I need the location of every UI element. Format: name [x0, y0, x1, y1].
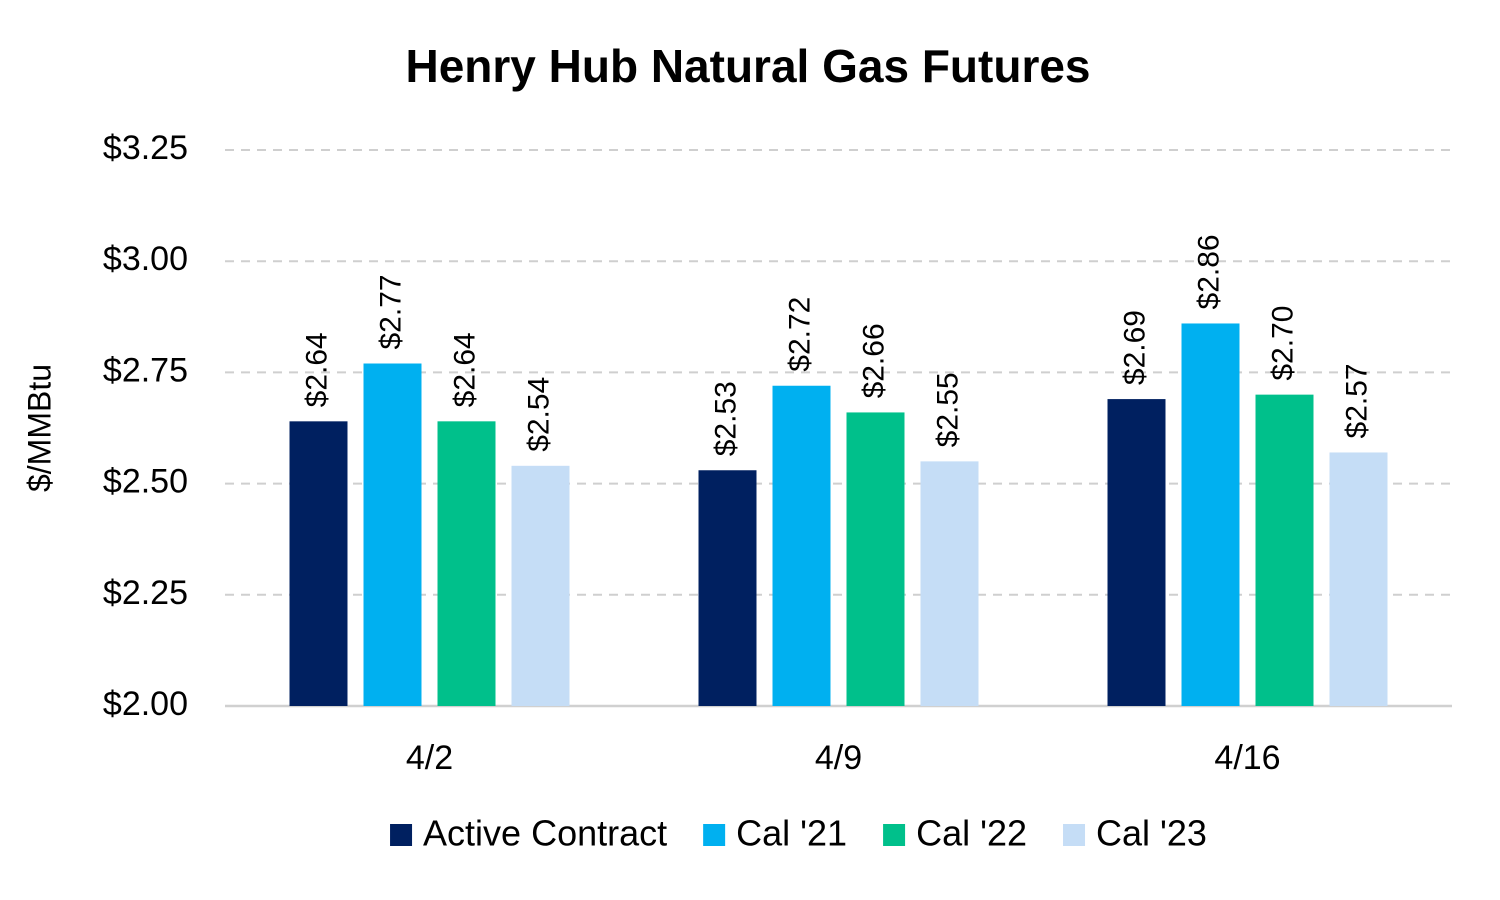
- data-label: $2.66: [857, 323, 890, 398]
- data-label: $2.55: [931, 372, 964, 447]
- bar: [437, 421, 496, 706]
- bar: [289, 421, 348, 706]
- data-label: $2.64: [448, 332, 481, 407]
- legend-label: Active Contract: [423, 813, 667, 854]
- y-tick-label: $3.00: [103, 240, 188, 278]
- chart-title: Henry Hub Natural Gas Futures: [405, 40, 1090, 92]
- data-label: $2.77: [374, 274, 407, 349]
- data-label: $2.54: [522, 377, 555, 452]
- bar: [363, 363, 422, 706]
- y-tick-label: $2.50: [103, 463, 188, 501]
- y-axis-label: $/MMBtu: [21, 364, 57, 492]
- data-label: $2.70: [1266, 306, 1299, 381]
- x-tick-label: 4/16: [1214, 739, 1280, 777]
- bar: [920, 461, 979, 706]
- y-tick-label: $2.25: [103, 574, 188, 612]
- bar: [772, 385, 831, 706]
- legend-swatch: [883, 824, 906, 846]
- legend-label: Cal '22: [916, 813, 1027, 854]
- bar: [846, 412, 905, 706]
- bar: [511, 465, 570, 706]
- data-label: $2.69: [1118, 310, 1151, 385]
- x-tick-label: 4/2: [406, 739, 453, 777]
- data-label: $2.57: [1340, 363, 1373, 438]
- legend-swatch: [390, 824, 413, 846]
- legend-swatch: [1063, 824, 1086, 846]
- y-tick-label: $2.75: [103, 351, 188, 389]
- data-label: $2.86: [1192, 234, 1225, 309]
- legend-swatch: [703, 824, 726, 846]
- bar: [1107, 399, 1166, 706]
- legend-label: Cal '23: [1096, 813, 1207, 854]
- x-tick-label: 4/9: [815, 739, 862, 777]
- bar: [1181, 323, 1240, 706]
- y-tick-label: $2.00: [103, 685, 188, 723]
- data-label: $2.53: [709, 381, 742, 456]
- y-tick-label: $3.25: [103, 129, 188, 167]
- legend-label: Cal '21: [736, 813, 847, 854]
- bar: [698, 470, 757, 706]
- data-label: $2.72: [783, 297, 816, 372]
- bar: [1329, 452, 1388, 706]
- bar: [1255, 394, 1314, 706]
- data-label: $2.64: [300, 332, 333, 407]
